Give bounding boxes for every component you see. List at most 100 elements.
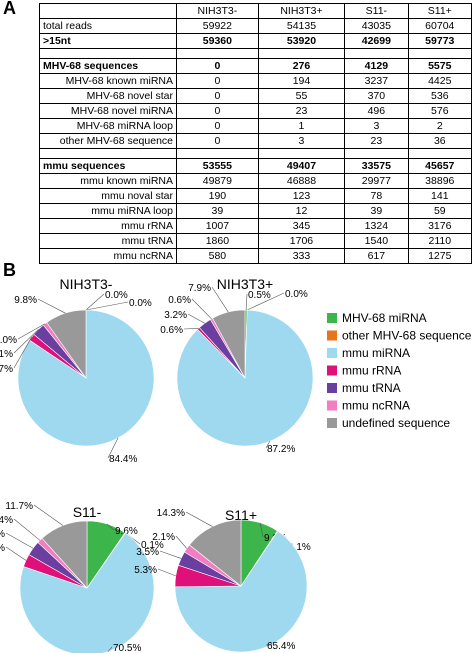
table-cell: 1007	[176, 218, 259, 234]
pie-leader-line	[5, 546, 27, 561]
pie-title: S11-	[73, 504, 102, 520]
pie-data-label: 3.1%	[0, 349, 13, 360]
pie-leader-line	[265, 441, 270, 449]
pie-data-label: 0.6%	[160, 325, 183, 336]
pie-data-label: 3.1%	[0, 543, 5, 554]
table-row: >15nt 59360 53920 42699 59773	[39, 33, 473, 49]
row-label: mmu ncRNA	[39, 248, 177, 264]
pie-data-label: 65.4%	[267, 641, 295, 652]
pie-leader-line	[259, 522, 264, 538]
pie-chart: S11+9.3%0.1%65.4%5.3%3.5%2.1%14.3%	[134, 507, 311, 653]
table-row: mmu ncRNA 580 333 617 1275	[39, 248, 473, 264]
row-label: MHV-68 novel miRNA	[39, 103, 177, 119]
legend-swatch	[327, 365, 337, 376]
pie-data-label: 2.1%	[152, 532, 175, 543]
pie-chart: S11- 9.6%0.1% 70.5% 3.1% 3.6% 1.4% 11.7%	[0, 501, 164, 653]
pie-leader-line	[245, 293, 248, 311]
pie-data-label: 3.5%	[136, 547, 159, 558]
pie-title: S11+	[225, 507, 257, 523]
pie-data-label: 0.6%	[168, 295, 191, 306]
legend-swatch	[327, 418, 337, 428]
legend-label: mmu rRNA	[342, 364, 401, 378]
pie-title: NIH3T3-	[60, 276, 113, 292]
pie-leader-line	[33, 504, 64, 526]
pie-data-label: 14.3%	[157, 508, 185, 519]
pie-leader-line	[185, 511, 213, 527]
pie-data-label: 0.5%	[248, 290, 271, 301]
legend-label: mmu miRNA	[342, 346, 410, 360]
table-cell: 496	[344, 103, 409, 119]
legend-label: MHV-68 miRNA	[342, 311, 427, 325]
pie-leader-line	[107, 646, 113, 652]
row-label: mmu known miRNA	[39, 173, 177, 189]
legend-swatch	[327, 313, 337, 323]
pie-leader-line	[265, 643, 273, 646]
table-cell: 536	[407, 88, 473, 104]
pie-slice	[46, 309, 87, 379]
legend: MHV-68 miRNA other MHV-68 sequence mmu miR…	[327, 311, 472, 430]
legend-swatch	[327, 400, 337, 411]
pie-leader-line	[183, 328, 199, 330]
table-row: mmu known miRNA 49879 46888 29977 38896	[39, 173, 473, 189]
pie-data-label: 1.4%	[0, 515, 13, 526]
panel-b-label: B	[3, 260, 16, 280]
pie-leader-line	[159, 550, 182, 559]
pie-leader-line	[13, 329, 39, 354]
pie-data-label: 3.6%	[0, 529, 5, 540]
legend-label: mmu tRNA	[342, 381, 401, 395]
pie-data-label: 1.0%	[0, 335, 17, 346]
pie-data-label: 0.1%	[288, 542, 311, 553]
pie-data-label: 0.0%	[105, 290, 128, 301]
pie-data-label: 87.2%	[267, 444, 295, 455]
panel-a-label: A	[3, 0, 16, 18]
pie-chart: NIH3T3-0.0%0.0%84.4%1.7%3.1%1.0%9.8%	[0, 276, 155, 465]
pie-leader-line	[37, 298, 66, 314]
legend-label: other MHV-68 sequence	[342, 329, 472, 343]
pie-slice	[17, 309, 155, 447]
pie-data-label: 0.1%	[141, 540, 164, 551]
legend-label: mmu ncRNA	[342, 399, 410, 413]
pie-leader-line	[5, 532, 34, 549]
pie-data-label: 84.4%	[109, 454, 137, 465]
row-label: other MHV-68 sequence	[39, 133, 177, 149]
table-row: other MHV-68 sequence 0 3 23 36	[39, 133, 473, 149]
table-cell: 5575	[407, 58, 473, 74]
pie-title: NIH3T3+	[217, 276, 273, 292]
pie-leader-line	[85, 301, 129, 311]
legend-swatch	[327, 330, 337, 341]
pie-leader-line	[13, 518, 41, 541]
pie-leader-line	[187, 313, 205, 324]
legend-swatch	[327, 383, 337, 393]
table-cell: 33575	[344, 158, 409, 174]
row-label: MHV-68 known miRNA	[39, 73, 177, 89]
row-label: mmu sequences	[39, 158, 177, 174]
table-row: MHV-68 sequences 0 276 4129 5575	[39, 58, 473, 74]
pie-leader-line	[157, 568, 176, 577]
pie-leader-line	[85, 293, 105, 311]
pie-data-label: 5.3%	[134, 565, 157, 576]
pie-leader-line	[211, 286, 229, 313]
pie-data-label: 3.2%	[164, 310, 187, 321]
pie-slice	[188, 519, 242, 587]
pie-data-label: 9.8%	[14, 295, 37, 306]
pie-data-label: 0.0%	[285, 289, 308, 300]
pie-data-label: 9.6%	[115, 526, 138, 537]
pie-data-label: 1.7%	[0, 364, 13, 375]
table-cell: 3176	[407, 218, 473, 234]
table-row: MHV-68 known miRNA 0 194 3237 4425	[39, 73, 473, 89]
pie-leader-line	[13, 337, 32, 369]
pie-leader-line	[107, 437, 119, 459]
pie-leader-line	[106, 523, 115, 531]
header-cell-s11-plus: S11+	[407, 3, 473, 19]
table-cell: 276	[257, 58, 346, 74]
pie-data-label: 7.9%	[188, 283, 211, 294]
pie-leader-line	[175, 535, 187, 549]
pie-chart: NIH3T3+0.5% 0.0%87.2%0.6%3.2%0.6%7.9%	[160, 276, 314, 455]
pie-leader-line	[247, 292, 285, 311]
table-cell: 49879	[176, 173, 259, 189]
pie-data-label: 0.0%	[129, 298, 152, 309]
pie-data-label: 70.5%	[113, 643, 141, 653]
pie-leader-line	[191, 298, 212, 320]
pie-leader-line	[17, 323, 46, 340]
